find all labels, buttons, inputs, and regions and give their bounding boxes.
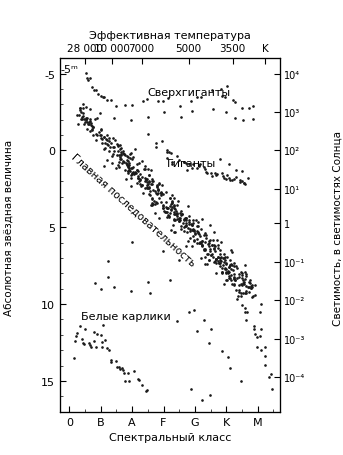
X-axis label: Спектральный класс: Спектральный класс — [109, 432, 231, 442]
Text: -5ᵐ: -5ᵐ — [61, 65, 79, 75]
Text: Абсолютная звёздная величина: Абсолютная звёздная величина — [3, 140, 14, 315]
X-axis label: Эффективная температура: Эффективная температура — [89, 31, 251, 41]
Text: Белые карлики: Белые карлики — [81, 312, 171, 322]
Text: Гиганты: Гиганты — [167, 158, 216, 168]
Text: Сверхгиганты: Сверхгиганты — [147, 88, 230, 98]
Text: Светимость, в светимостях Солнца: Светимость, в светимостях Солнца — [333, 130, 343, 325]
Text: Главная последовательность: Главная последовательность — [70, 151, 198, 268]
